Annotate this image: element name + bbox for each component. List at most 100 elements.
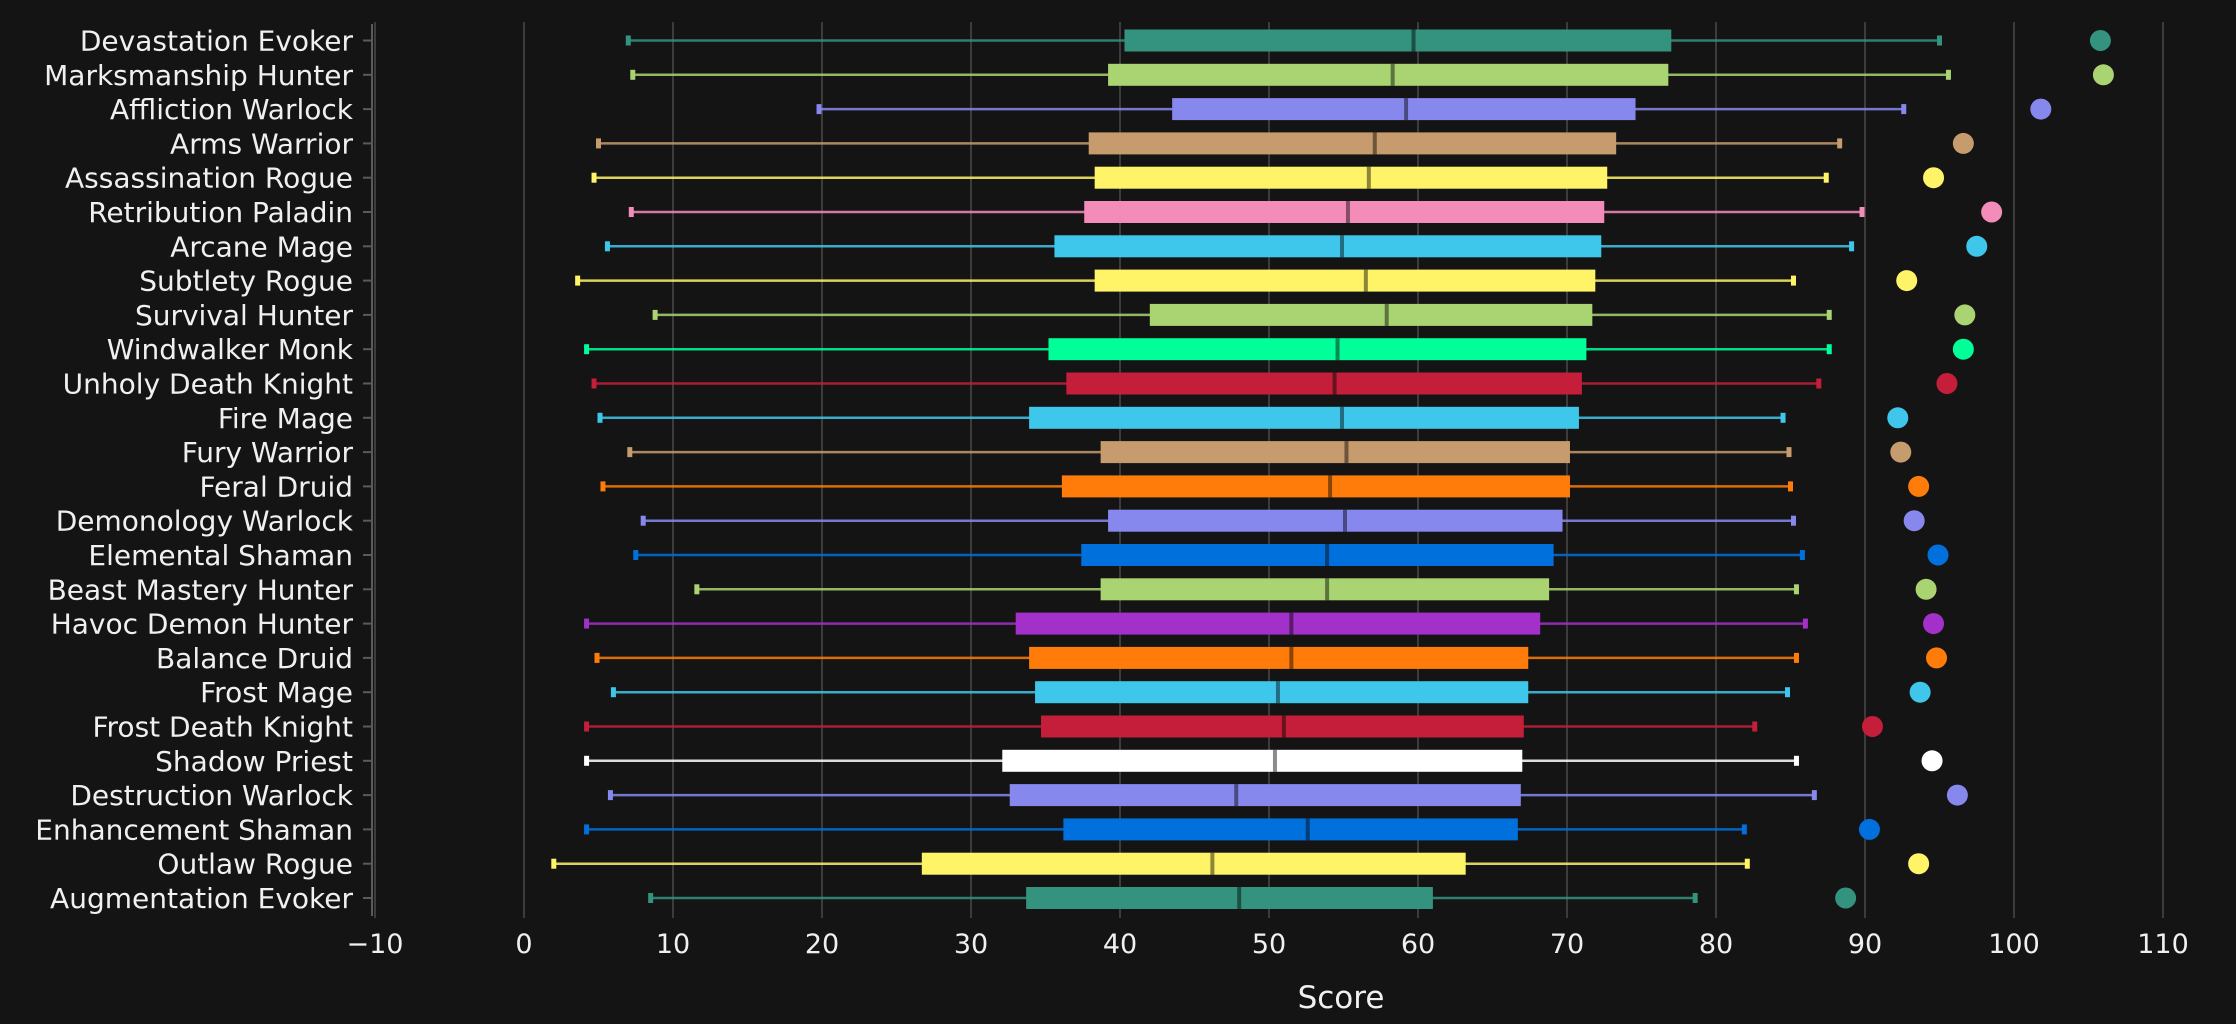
box-row — [584, 338, 1974, 361]
box-row — [627, 441, 1912, 464]
outlier-point — [1909, 681, 1931, 703]
box-row — [596, 132, 1974, 155]
iqr-box — [1094, 166, 1608, 189]
box-series — [551, 29, 2114, 909]
iqr-box — [1084, 201, 1605, 223]
box-row — [584, 818, 1880, 841]
category-label: Beast Mastery Hunter — [48, 573, 354, 606]
category-label: Destruction Warlock — [70, 779, 353, 812]
iqr-box — [1029, 646, 1529, 669]
box-row — [610, 681, 1931, 704]
category-label: Marksmanship Hunter — [44, 59, 353, 92]
x-tick-label: 50 — [1252, 929, 1286, 960]
iqr-box — [1002, 749, 1523, 772]
box-row — [600, 475, 1930, 498]
iqr-box — [921, 852, 1466, 875]
category-label: Arcane Mage — [170, 230, 353, 263]
x-tick-label: 40 — [1103, 929, 1137, 960]
category-label: Survival Hunter — [135, 299, 354, 332]
iqr-box — [1094, 269, 1596, 292]
iqr-box — [1081, 544, 1554, 566]
outlier-point — [1896, 270, 1918, 292]
iqr-box — [1029, 406, 1579, 429]
iqr-box — [1054, 235, 1602, 258]
box-row — [640, 509, 1925, 532]
outlier-point — [1908, 475, 1930, 497]
box-row — [625, 29, 2111, 52]
outlier-point — [1915, 578, 1937, 600]
iqr-box — [1149, 303, 1593, 326]
category-label: Havoc Demon Hunter — [51, 608, 354, 641]
box-row — [584, 715, 1883, 738]
outlier-point — [1946, 784, 1968, 806]
category-label: Elemental Shaman — [88, 539, 353, 572]
box-row — [607, 784, 1968, 807]
box-row — [633, 544, 1949, 566]
box-row — [584, 749, 1943, 772]
iqr-box — [1108, 63, 1669, 86]
outlier-point — [1835, 887, 1857, 909]
box-row — [652, 303, 1976, 326]
category-label: Windwalker Monk — [107, 333, 354, 366]
category-label: Shadow Priest — [155, 745, 353, 778]
outlier-point — [1954, 304, 1976, 326]
category-label: Affliction Warlock — [110, 93, 354, 126]
x-tick-label: 100 — [1988, 929, 2040, 960]
x-tick-label: 80 — [1699, 929, 1733, 960]
box-row — [630, 63, 2114, 86]
outlier-point — [1890, 441, 1912, 463]
outlier-point — [1923, 167, 1945, 189]
category-label: Fury Warrior — [182, 436, 354, 469]
category-label: Devastation Evoker — [80, 25, 354, 58]
outlier-point — [1908, 853, 1930, 875]
outlier-point — [1952, 132, 1974, 154]
outlier-point — [1936, 373, 1958, 394]
outlier-point — [2089, 30, 2111, 51]
iqr-box — [1108, 509, 1563, 532]
outlier-point — [2030, 98, 2052, 120]
box-row — [575, 269, 1918, 292]
box-row — [594, 646, 1948, 669]
iqr-box — [1066, 372, 1582, 395]
box-row — [604, 235, 1988, 258]
outlier-point — [1952, 338, 1974, 360]
box-row — [597, 406, 1909, 429]
score-axis: −10 0 10 20 30 40 50 60 70 80 90 100 110 — [347, 929, 2189, 960]
iqr-box — [1172, 98, 1636, 121]
x-tick-label: 60 — [1401, 929, 1435, 960]
x-tick-label: 30 — [954, 929, 988, 960]
outlier-point — [1858, 818, 1880, 840]
iqr-box — [1063, 818, 1518, 841]
outlier-point — [2092, 64, 2114, 86]
box-row — [628, 201, 2003, 223]
category-label: Subtlety Rogue — [139, 265, 353, 298]
box-row — [648, 887, 1857, 909]
category-label: Demonology Warlock — [56, 505, 354, 538]
category-label: Fire Mage — [218, 402, 353, 435]
box-row — [591, 166, 1945, 189]
iqr-box — [1061, 475, 1570, 498]
x-tick-label: 20 — [805, 929, 839, 960]
category-label: Outlaw Rogue — [157, 848, 353, 881]
iqr-box — [1088, 132, 1617, 155]
category-label: Enhancement Shaman — [35, 813, 353, 846]
category-label: Frost Death Knight — [92, 711, 353, 744]
box-row — [694, 578, 1937, 601]
outlier-point — [1923, 613, 1945, 635]
iqr-box — [1100, 578, 1550, 601]
outlier-point — [1903, 510, 1925, 532]
category-label: Feral Druid — [199, 470, 353, 503]
outlier-point — [1887, 407, 1909, 429]
outlier-point — [1921, 750, 1943, 772]
x-axis-title: Score — [1298, 980, 1385, 1016]
x-tick-label: −10 — [347, 929, 404, 960]
iqr-box — [1041, 715, 1524, 738]
outlier-point — [1927, 544, 1949, 566]
category-label: Balance Druid — [156, 642, 353, 675]
iqr-box — [1009, 784, 1521, 807]
box-row — [551, 852, 1930, 875]
category-label: Assassination Rogue — [65, 162, 353, 195]
box-row — [584, 612, 1945, 635]
